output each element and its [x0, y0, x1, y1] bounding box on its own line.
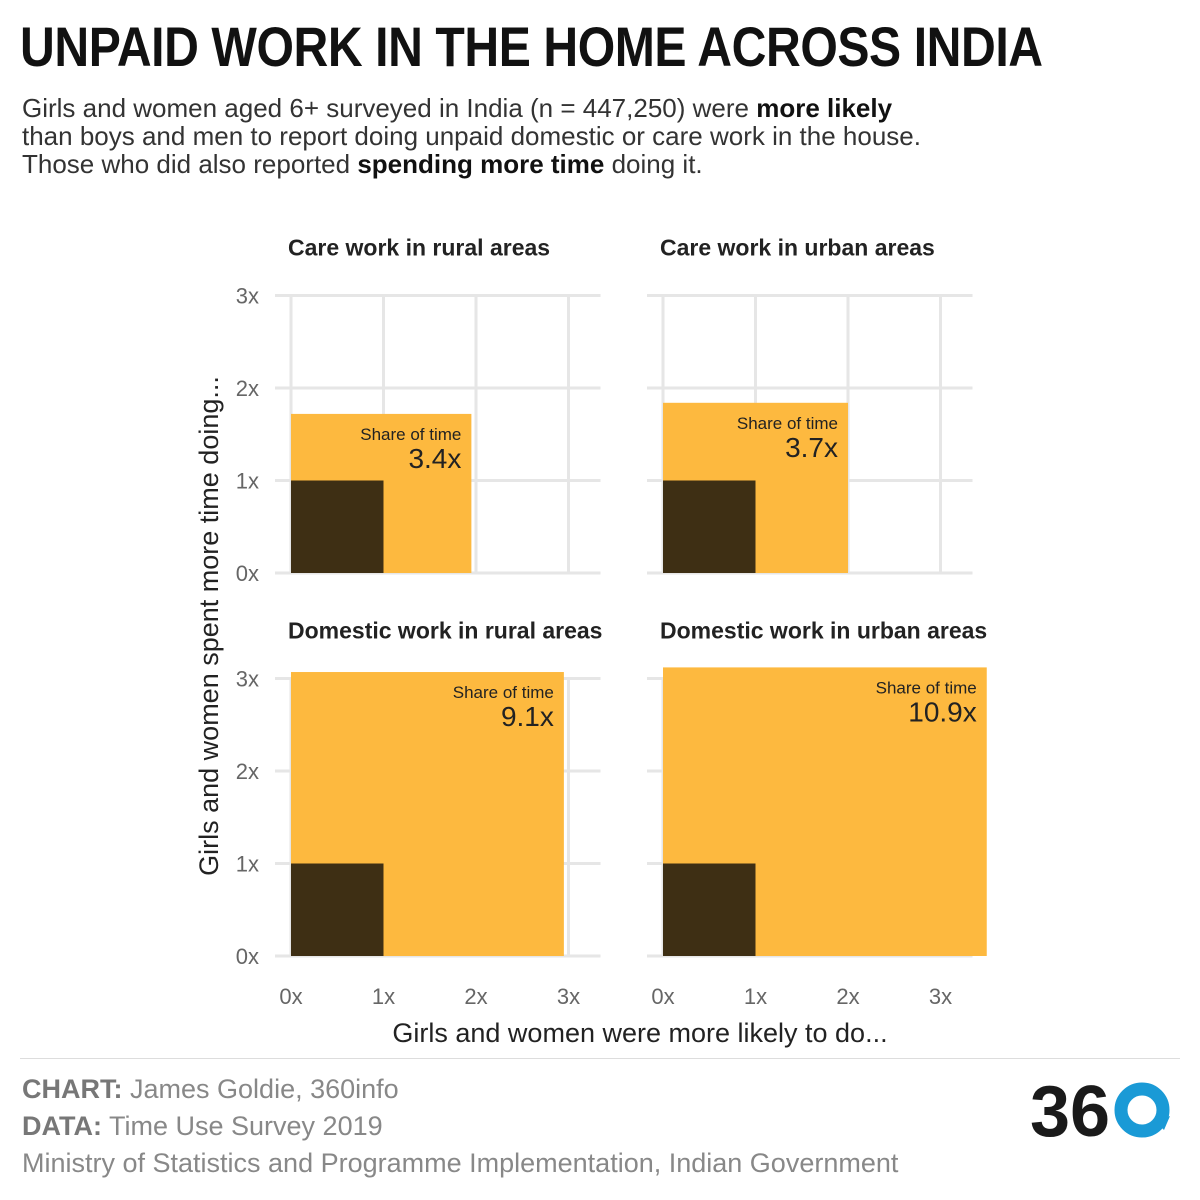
credit-data-value: Time Use Survey 2019: [109, 1111, 383, 1141]
share-value: 3.4x: [408, 443, 461, 474]
subtitle-text: Those who did also reported: [22, 149, 358, 179]
y-tick-label: 1x: [236, 469, 259, 494]
panel-title: Domestic work in urban areas: [660, 618, 987, 644]
credit-chart-value: James Goldie, 360info: [130, 1074, 399, 1104]
y-tick-label: 2x: [236, 759, 259, 784]
subtitle-line-2: than boys and men to report doing unpaid…: [22, 121, 921, 151]
credit-source: Ministry of Statistics and Programme Imp…: [22, 1148, 899, 1178]
x-tick-label: 2x: [836, 984, 859, 1009]
credit-data: DATA: Time Use Survey 2019: [22, 1111, 383, 1142]
credit-chart-label: CHART:: [22, 1074, 123, 1104]
subtitle-text: Girls and women aged 6+ surveyed in Indi…: [22, 93, 757, 123]
x-tick-label: 3x: [929, 984, 952, 1009]
share-value: 10.9x: [908, 696, 977, 727]
x-tick-label: 0x: [651, 984, 674, 1009]
subtitle-emphasis: more likely: [756, 93, 893, 123]
360info-logo: 36: [1030, 1072, 1170, 1144]
logo-arrow-icon: [1156, 1116, 1170, 1130]
y-axis-title: Girls and women spent more time doing...: [194, 376, 224, 876]
y-tick-label: 3x: [236, 284, 259, 309]
share-label: Share of time: [737, 414, 838, 433]
credit-chart: CHART: James Goldie, 360info: [22, 1074, 399, 1105]
share-value: 9.1x: [501, 701, 554, 732]
panel-title: Care work in rural areas: [288, 235, 550, 261]
x-tick-label: 0x: [279, 984, 302, 1009]
footer-divider: [20, 1058, 1180, 1059]
x-tick-label: 1x: [372, 984, 395, 1009]
y-tick-label: 1x: [236, 852, 259, 877]
share-label: Share of time: [453, 683, 554, 702]
chart-title: UNPAID WORK IN THE HOME ACROSS INDIA: [20, 15, 1043, 78]
subtitle-emphasis: spending more time: [357, 149, 605, 179]
panel-title: Care work in urban areas: [660, 235, 935, 261]
x-tick-label: 2x: [464, 984, 487, 1009]
reference-square: [291, 480, 384, 573]
share-value: 3.7x: [785, 432, 838, 463]
reference-square: [663, 480, 756, 573]
y-tick-label: 2x: [236, 376, 259, 401]
subtitle-text: doing it.: [604, 149, 703, 179]
credit-data-label: DATA:: [22, 1111, 102, 1141]
panel-title: Domestic work in rural areas: [288, 618, 602, 644]
subtitle-line-1: Girls and women aged 6+ surveyed in Indi…: [22, 94, 1172, 122]
logo-text: 36: [1030, 1072, 1110, 1144]
y-tick-label: 3x: [236, 667, 259, 692]
y-tick-label: 0x: [236, 944, 259, 969]
y-tick-label: 0x: [236, 561, 259, 586]
logo-ring-icon: [1114, 1082, 1170, 1138]
x-tick-label: 3x: [557, 984, 580, 1009]
share-label: Share of time: [876, 678, 977, 697]
subtitle-line-3: Those who did also reported spending mor…: [22, 150, 1172, 178]
x-axis-title: Girls and women were more likely to do..…: [392, 1018, 887, 1048]
chart-subtitle: Girls and women aged 6+ surveyed in Indi…: [22, 94, 1172, 178]
reference-square: [291, 863, 384, 956]
x-tick-label: 1x: [744, 984, 767, 1009]
share-label: Share of time: [360, 425, 461, 444]
reference-square: [663, 863, 756, 956]
